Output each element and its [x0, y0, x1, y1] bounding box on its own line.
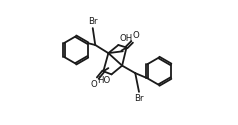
- Text: O: O: [90, 80, 97, 89]
- Text: OH: OH: [119, 34, 132, 43]
- Text: HO: HO: [98, 76, 111, 85]
- Text: Br: Br: [134, 94, 144, 103]
- Text: O: O: [133, 31, 139, 40]
- Text: Br: Br: [88, 17, 98, 26]
